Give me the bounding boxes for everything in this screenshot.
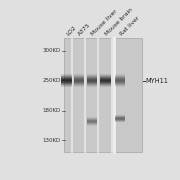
Bar — [87, 76, 97, 77]
Bar — [74, 86, 84, 87]
Bar — [74, 80, 84, 81]
Bar — [100, 79, 111, 80]
Text: 130KD: 130KD — [43, 138, 61, 143]
Bar — [74, 81, 84, 82]
Bar — [87, 79, 97, 80]
Bar — [115, 84, 125, 85]
Bar — [61, 84, 72, 85]
Bar — [115, 76, 125, 77]
Text: Mouse liver: Mouse liver — [91, 9, 119, 37]
Bar — [64, 38, 142, 152]
Bar — [115, 117, 125, 118]
Text: A375: A375 — [78, 22, 92, 37]
Bar — [87, 80, 97, 81]
Bar — [74, 79, 84, 80]
Bar — [74, 78, 84, 79]
Text: 180KD: 180KD — [43, 109, 61, 114]
Bar — [74, 84, 84, 85]
Bar — [87, 75, 97, 76]
Bar — [61, 75, 72, 76]
Bar — [100, 75, 111, 76]
Text: LO2: LO2 — [65, 25, 77, 37]
Bar — [61, 77, 72, 78]
Bar — [87, 121, 97, 122]
Bar — [61, 78, 72, 79]
Bar — [87, 84, 97, 85]
Bar — [87, 118, 97, 119]
Text: Mouse brain: Mouse brain — [104, 7, 134, 37]
Bar — [87, 122, 97, 123]
Text: 250KD: 250KD — [43, 78, 61, 83]
Bar — [100, 83, 111, 84]
Bar — [100, 81, 111, 82]
Bar — [61, 79, 72, 80]
Bar — [61, 81, 72, 82]
Bar — [100, 85, 111, 86]
Bar — [61, 74, 72, 75]
Bar — [87, 83, 97, 84]
Bar — [61, 82, 72, 83]
Bar — [115, 119, 125, 120]
Bar — [87, 119, 97, 120]
Bar — [115, 77, 125, 78]
Bar — [74, 77, 84, 78]
Bar — [87, 82, 97, 83]
Bar — [115, 121, 125, 122]
Bar — [115, 75, 125, 76]
Bar — [115, 86, 125, 87]
Bar — [74, 82, 84, 83]
Bar — [61, 76, 72, 77]
Bar — [87, 78, 97, 79]
Bar — [115, 82, 125, 83]
Text: Rat liver: Rat liver — [119, 15, 140, 37]
Bar — [87, 74, 97, 75]
Bar — [115, 83, 125, 84]
Bar — [115, 118, 125, 119]
Bar — [87, 123, 97, 124]
Bar — [100, 78, 111, 79]
Bar — [74, 85, 84, 86]
Text: MYH11: MYH11 — [146, 78, 168, 84]
Bar — [100, 86, 111, 87]
Bar — [100, 80, 111, 81]
Bar — [115, 80, 125, 81]
Bar — [100, 74, 111, 75]
Bar — [61, 80, 72, 81]
Bar — [115, 81, 125, 82]
Bar — [115, 79, 125, 80]
Bar — [100, 76, 111, 77]
Bar — [74, 75, 84, 76]
Bar — [87, 77, 97, 78]
Bar — [87, 120, 97, 121]
Bar — [115, 78, 125, 79]
Bar — [74, 83, 84, 84]
Bar — [100, 77, 111, 78]
Bar — [100, 82, 111, 83]
Bar — [115, 85, 125, 86]
Bar — [87, 81, 97, 82]
Bar — [61, 83, 72, 84]
Bar — [74, 76, 84, 77]
Bar — [61, 86, 72, 87]
Bar — [115, 120, 125, 121]
Bar — [115, 116, 125, 117]
Bar — [87, 125, 97, 126]
Text: 300KD: 300KD — [43, 48, 61, 53]
Bar — [87, 117, 97, 118]
Bar — [87, 124, 97, 125]
Bar — [61, 85, 72, 86]
Bar — [87, 86, 97, 87]
Bar — [100, 84, 111, 85]
Bar — [87, 85, 97, 86]
Bar — [74, 74, 84, 75]
Bar — [115, 74, 125, 75]
Bar — [115, 115, 125, 116]
